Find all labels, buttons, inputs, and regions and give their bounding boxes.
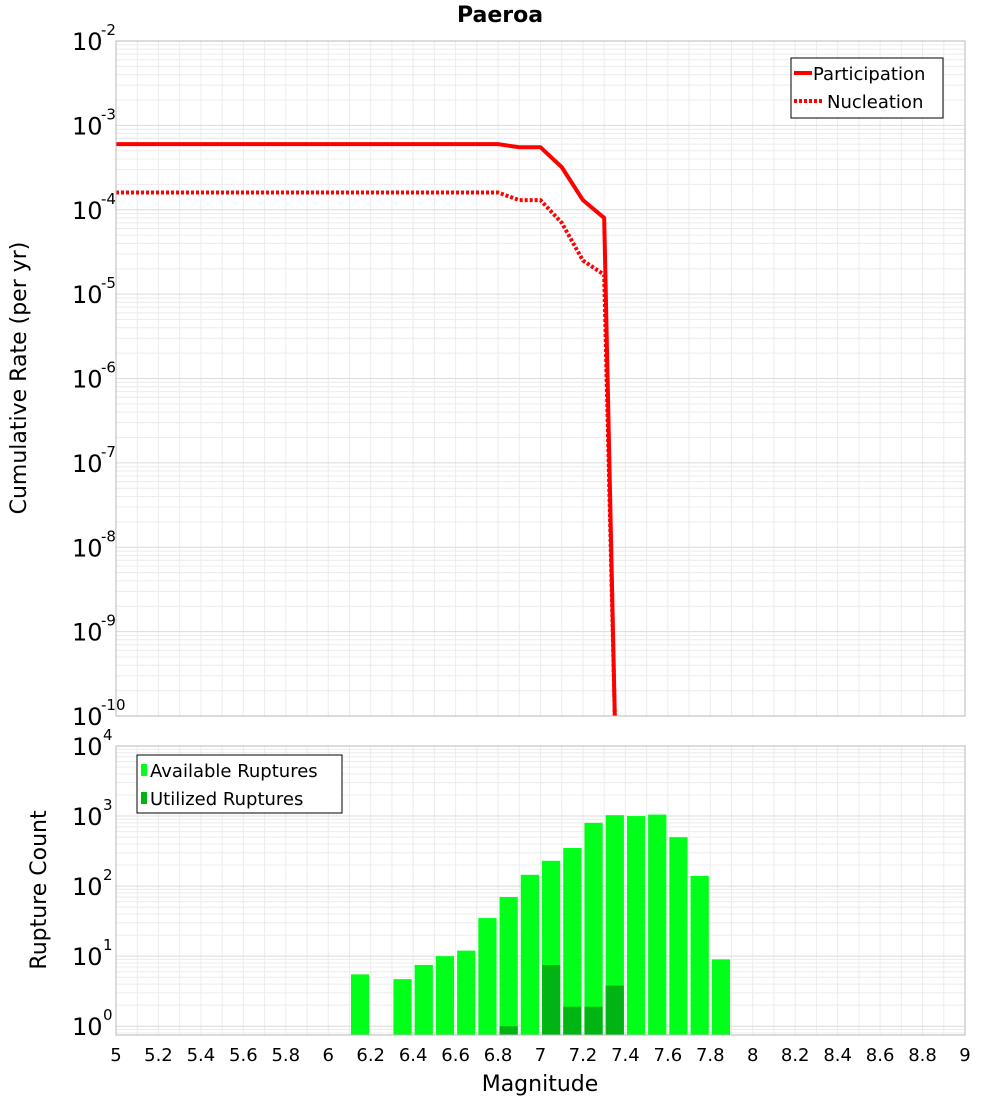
xtick-label: 6.2 <box>356 1045 385 1066</box>
ytick-exponent: -3 <box>101 105 116 123</box>
ytick-exponent: 2 <box>103 866 113 884</box>
xtick-label: 7 <box>535 1045 546 1066</box>
ytick-label: 10 <box>72 281 103 309</box>
rate-legend-box <box>790 57 944 119</box>
available-ruptures-bar <box>626 816 646 1035</box>
legend-available-label: Available Ruptures <box>150 761 318 782</box>
rate-plot: 10-210-310-410-510-610-710-810-910-10 Cu… <box>7 21 966 731</box>
ytick-label: 10 <box>72 873 103 901</box>
rupture-plot-frame <box>115 745 966 1036</box>
ytick-label: 10 <box>72 943 103 971</box>
xtick-label: 6.4 <box>399 1045 428 1066</box>
xtick-label: 9 <box>959 1045 970 1066</box>
available-ruptures-bar <box>648 814 667 1035</box>
available-ruptures-bar <box>520 874 539 1035</box>
xtick-label: 5.8 <box>271 1045 300 1066</box>
series-nucleation <box>116 190 617 717</box>
available-ruptures-bar <box>435 956 455 1035</box>
ytick-exponent: -8 <box>101 527 116 545</box>
series-participation <box>116 142 617 717</box>
xtick-label: 8 <box>747 1045 758 1066</box>
ytick-exponent: 4 <box>103 726 113 744</box>
chart-title: Paeroa <box>457 3 543 28</box>
xtick-label: 7.4 <box>611 1045 640 1066</box>
ytick-label: 10 <box>72 703 103 731</box>
ytick-exponent: -5 <box>101 274 116 292</box>
xtick-label: 7.8 <box>696 1045 725 1066</box>
legend-utilized-label: Utilized Ruptures <box>150 789 303 810</box>
ytick-label: 10 <box>72 803 103 831</box>
ytick-label: 10 <box>72 112 103 140</box>
available-ruptures-bar <box>393 979 412 1035</box>
available-ruptures-bar <box>499 896 518 1035</box>
available-ruptures-bar <box>563 848 582 1035</box>
xtick-label: 5.2 <box>144 1045 173 1066</box>
ytick-exponent: -4 <box>101 190 116 208</box>
rupture-plot-ylabel: Rupture Count <box>27 810 52 970</box>
available-ruptures-bar <box>605 815 624 1035</box>
ytick-label: 10 <box>72 1013 103 1041</box>
rate-plot-ylabel: Cumulative Rate (per yr) <box>7 242 32 515</box>
available-ruptures-bar <box>711 959 731 1035</box>
xtick-label: 6.6 <box>441 1045 470 1066</box>
utilized-ruptures-bar <box>584 1006 603 1035</box>
utilized-ruptures-bar <box>499 1026 518 1035</box>
legend-nucleation-label: Nucleation <box>827 92 923 113</box>
rupture-legend-box <box>136 754 343 814</box>
utilized-ruptures-bar <box>605 985 624 1035</box>
available-ruptures-bar <box>457 950 476 1035</box>
xtick-label: 7.6 <box>654 1045 683 1066</box>
x-axis-label: Magnitude <box>482 1072 599 1097</box>
utilized-ruptures-bar <box>563 1006 582 1035</box>
available-ruptures-bar <box>690 875 709 1035</box>
xtick-label: 8.2 <box>781 1045 810 1066</box>
rupture-plot-bars <box>350 814 731 1035</box>
available-ruptures-bar <box>478 918 497 1035</box>
ytick-label: 10 <box>72 197 103 225</box>
xtick-label: 8.4 <box>823 1045 852 1066</box>
rate-plot-frame <box>115 40 966 717</box>
ytick-label: 10 <box>72 450 103 478</box>
ytick-label: 10 <box>72 366 103 394</box>
xtick-label: 8.8 <box>908 1045 937 1066</box>
xtick-label: 6.8 <box>484 1045 513 1066</box>
ytick-exponent: 0 <box>103 1006 113 1024</box>
xtick-label: 8.6 <box>866 1045 895 1066</box>
ytick-label: 10 <box>72 534 103 562</box>
xtick-label: 5.4 <box>187 1045 216 1066</box>
ytick-label: 10 <box>72 733 103 761</box>
xtick-label: 5.6 <box>229 1045 258 1066</box>
ytick-label: 10 <box>72 28 103 56</box>
xtick-label: 5 <box>110 1045 121 1066</box>
rate-legend: Participation Nucleation <box>790 57 944 119</box>
ytick-exponent: 3 <box>103 796 113 814</box>
ytick-exponent: -6 <box>101 359 116 377</box>
rupture-plot-xticks: 5 5.2 5.4 5.6 5.8 6 6.2 6.4 6.6 6.8 7 7.2 7.4 7.6 7.8 8… <box>110 1045 970 1066</box>
ytick-label: 10 <box>72 619 103 647</box>
available-ruptures-bar <box>414 964 433 1035</box>
ytick-exponent: -2 <box>101 21 116 39</box>
ytick-exponent: -9 <box>101 612 116 630</box>
xtick-label: 6 <box>323 1045 334 1066</box>
available-ruptures-bar <box>350 974 370 1035</box>
ytick-exponent: -7 <box>101 443 116 461</box>
rupture-legend: Available Ruptures Utilized Ruptures <box>136 754 343 814</box>
ytick-exponent: 1 <box>103 936 113 954</box>
legend-available-swatch <box>141 764 147 776</box>
available-ruptures-bar <box>584 822 603 1035</box>
utilized-ruptures-bar <box>542 964 561 1035</box>
available-ruptures-bar <box>669 837 688 1035</box>
legend-utilized-swatch <box>141 792 147 804</box>
rate-plot-series <box>116 142 617 717</box>
ytick-exponent: -10 <box>101 696 126 714</box>
xtick-label: 7.2 <box>569 1045 598 1066</box>
legend-participation-label: Participation <box>813 64 925 85</box>
rate-plot-yticks: 10-210-310-410-510-610-710-810-910-10 <box>72 21 126 731</box>
